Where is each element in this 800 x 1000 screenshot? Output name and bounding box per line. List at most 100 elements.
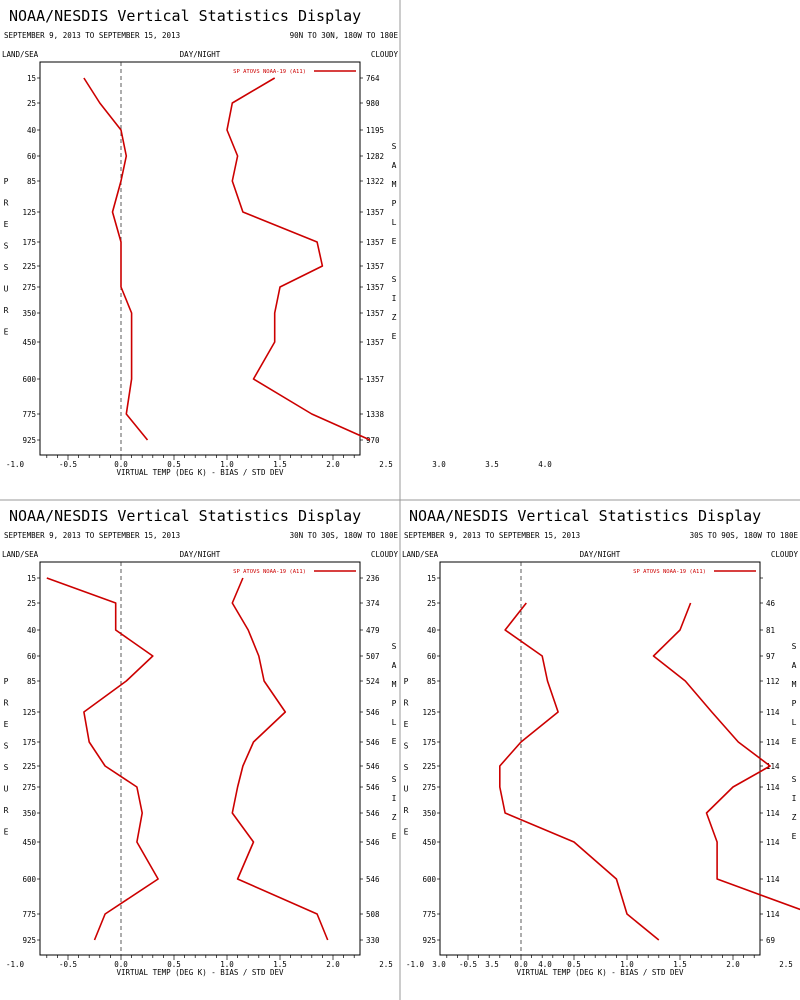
y2-axis-label-letter: A [392,161,397,170]
pressure-level-label: 775 [22,410,36,419]
x-tick-label: -0.5 [59,960,77,969]
x-tick-label: 1.0 [620,960,634,969]
y2-axis-label-letter: S [392,275,397,284]
sample-size-label: 546 [366,738,380,747]
x-axis-label: VIRTUAL TEMP (DEG K) - BIAS / STD DEV [116,968,284,977]
x-tick-label: -0.5 [459,960,477,969]
cloudy-label: CLOUDY [371,50,399,59]
series-line-bias [499,602,660,941]
pressure-level-label: 175 [22,738,36,747]
y2-axis-label-letter: M [392,180,397,189]
y-axis-label-letter: S [4,742,9,751]
pressure-level-label: 85 [27,177,36,186]
y-axis-label-letter: R [4,306,9,315]
y-axis-label-letter: S [4,242,9,251]
sample-size-label: 114 [766,708,780,717]
sample-size-label: 1282 [366,152,384,161]
sample-size-label: 1357 [366,262,384,271]
pressure-level-label: 175 [22,238,36,247]
sample-size-label: 508 [366,910,380,919]
x-tick-label: 3.5 [485,460,499,469]
sample-size-label: 1357 [366,283,384,292]
plot-frame [39,61,361,456]
panel-title: NOAA/NESDIS Vertical Statistics Display [9,507,361,525]
pressure-level-label: 775 [422,910,436,919]
sample-size-label: 114 [766,762,780,771]
y2-axis-label-letter: A [392,661,397,670]
sample-size-label: 980 [366,99,380,108]
x-tick-label: -1.0 [406,960,425,969]
date-range: SEPTEMBER 9, 2013 TO SEPTEMBER 15, 2013 [404,531,580,540]
x-tick-label: 2.5 [779,960,793,969]
y-axis-label-letter: P [404,677,409,686]
x-tick-label: -0.5 [59,460,77,469]
y-axis-label-letter: U [4,785,9,794]
y-axis-label-letter: E [404,828,409,837]
legend-label: SP ATOVS NOAA-19 (A11) [233,569,306,575]
sample-size-label: 114 [766,875,780,884]
y2-axis-label-letter: M [792,680,797,689]
pressure-level-label: 25 [427,599,436,608]
y-axis-label-letter: E [4,328,9,337]
y-axis-label-letter: R [4,199,9,208]
x-tick-label: 3.0 [432,460,446,469]
sample-size-label: 764 [366,74,380,83]
sample-size-label: 112 [766,677,780,686]
y2-axis-label-letter: P [392,699,397,708]
y2-axis-label-letter: L [792,718,797,727]
y2-axis-label-letter: P [792,699,797,708]
pressure-level-label: 925 [22,436,36,445]
sample-size-label: 546 [366,762,380,771]
day-night-label: DAY/NIGHT [180,550,221,559]
day-night-label: DAY/NIGHT [580,550,621,559]
x-tick-label: -1.0 [6,460,25,469]
pressure-level-label: 775 [22,910,36,919]
y2-axis-label-letter: E [792,832,797,841]
pressure-level-label: 40 [27,626,37,635]
y2-axis-label-letter: S [792,775,797,784]
x-tick-label: 2.0 [326,460,340,469]
pressure-level-label: 25 [27,599,36,608]
series-line-stdev [652,602,800,911]
y-axis-label-letter: S [404,742,409,751]
series-line-stdev [226,77,371,441]
pressure-level-label: 125 [22,208,36,217]
plot-frame [439,561,761,956]
pressure-level-label: 600 [22,875,36,884]
sample-size-label: 1195 [366,126,384,135]
legend-label: SP ATOVS NOAA-19 (A11) [633,569,706,575]
date-range: SEPTEMBER 9, 2013 TO SEPTEMBER 15, 2013 [4,531,180,540]
x-tick-label: -1.0 [6,960,25,969]
x-tick-label: 2.0 [726,960,740,969]
y2-axis-label-letter: E [392,332,397,341]
pressure-level-label: 85 [427,677,436,686]
sample-size-label: 546 [366,875,380,884]
series-line-bias [46,577,159,941]
y-axis-label-letter: E [4,828,9,837]
pressure-level-label: 450 [22,838,36,847]
x-axis-label: VIRTUAL TEMP (DEG K) - BIAS / STD DEV [116,468,284,477]
sample-size-label: 1357 [366,309,384,318]
series-line-stdev [231,577,329,941]
y2-axis-label-letter: Z [392,313,397,322]
y-axis-label-letter: U [4,285,9,294]
pressure-level-label: 350 [422,809,436,818]
y-axis-label-letter: R [404,699,409,708]
panel-3: NOAA/NESDIS Vertical Statistics Display S… [402,507,800,977]
x-tick-label: 0.5 [567,960,581,969]
x-tick-label: 1.5 [673,960,687,969]
x-tick-label: 4.0 [538,960,552,969]
pressure-level-label: 600 [422,875,436,884]
series-line-bias [83,77,149,441]
pressure-level-label: 925 [422,936,436,945]
pressure-level-label: 175 [422,738,436,747]
x-tick-label: 2.5 [379,960,393,969]
pressure-level-label: 350 [22,309,36,318]
panel-title: NOAA/NESDIS Vertical Statistics Display [9,7,361,25]
y2-axis-label-letter: E [392,737,397,746]
pressure-level-label: 40 [427,626,437,635]
pressure-level-label: 600 [22,375,36,384]
x-tick-label: 2.5 [379,460,393,469]
y-axis-label-letter: P [4,177,9,186]
